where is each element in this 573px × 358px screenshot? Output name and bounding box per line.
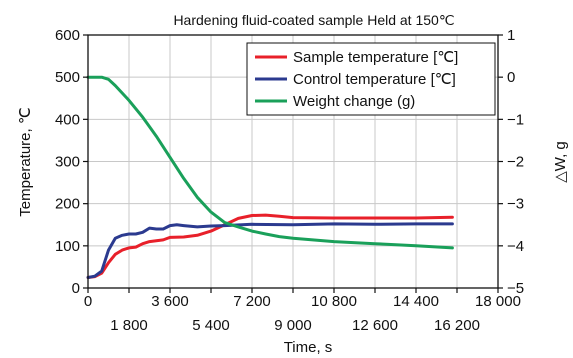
y-left-tick-label: 100: [55, 238, 80, 255]
x-tick-label: 16 200: [434, 317, 480, 334]
x-tick-label: 18 000: [475, 293, 521, 310]
y-left-tick-label: 300: [55, 154, 80, 171]
x-tick-label: 10 800: [311, 293, 357, 310]
y-right-tick-label: −3: [507, 196, 524, 213]
x-tick-label: 14 400: [393, 293, 439, 310]
series-layer: [86, 75, 454, 279]
y-right-tick-label: −2: [507, 154, 524, 171]
tick-marks: [83, 34, 503, 293]
y-right-tick-label: −5: [507, 280, 524, 297]
legend-box: [246, 42, 496, 116]
chart-title: Hardening fluid-coated sample Held at 15…: [173, 12, 454, 28]
x-tick-label: 1 800: [110, 317, 148, 334]
y-left-tick-label: 400: [55, 111, 80, 128]
y-axis-left-title: Temperature, ℃: [17, 107, 34, 216]
x-axis-title: Time, s: [284, 339, 333, 356]
legend-label: Sample temperature [℃]: [293, 49, 458, 66]
y-left-tick-label: 200: [55, 196, 80, 213]
x-tick-label: 12 600: [352, 317, 398, 334]
series-line: [86, 213, 454, 279]
x-tick-label: 5 400: [192, 317, 230, 334]
y-right-tick-label: −4: [507, 238, 524, 255]
legend-label: Weight change (g): [293, 93, 415, 110]
x-tick-label: 0: [84, 293, 92, 310]
y-right-tick-label: 1: [507, 27, 515, 44]
y-axis-right-title: △W, g: [552, 141, 569, 183]
series-line: [86, 75, 454, 250]
x-tick-label: 3 600: [151, 293, 189, 310]
y-left-tick-label: 0: [72, 280, 80, 297]
y-right-tick-label: 0: [507, 69, 515, 86]
legend: Sample temperature [℃] Control temperatur…: [246, 42, 496, 116]
x-tick-label: 9 000: [274, 317, 312, 334]
x-tick-label: 7 200: [233, 293, 271, 310]
series-line: [86, 222, 454, 279]
y-left-tick-label: 500: [55, 69, 80, 86]
tick-labels: 0 3 600 7 200 10 800 14 400 18 000 1 800 5 400 9…: [55, 27, 524, 334]
legend-label: Control temperature [℃]: [293, 71, 456, 88]
y-right-tick-label: −1: [507, 111, 524, 128]
y-left-tick-label: 600: [55, 27, 80, 44]
